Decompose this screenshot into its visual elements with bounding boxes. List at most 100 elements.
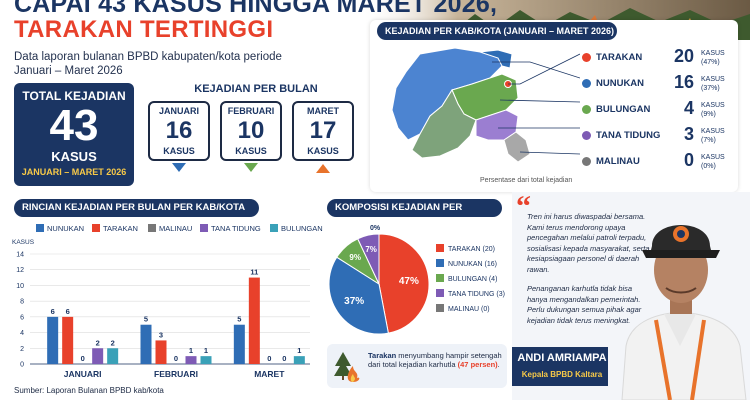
pie-note-percent: (47 persen)	[457, 360, 498, 369]
region-row-tarakan: TARAKAN 20 KASUS (47%)	[582, 46, 732, 68]
pie-chart-title: KOMPOSISI KEJADIAN PER KAB/KOTA	[327, 199, 502, 231]
y-tick-label: 12	[16, 267, 24, 274]
region-name: TANA TIDUNG	[596, 130, 661, 141]
pie-legend-label: NUNUKAN (16)	[448, 261, 498, 268]
pie-legend-swatch	[436, 259, 444, 267]
y-tick-label: 6	[20, 314, 24, 321]
map-note: Persentase dari total kejadian	[480, 177, 573, 184]
month-unit: KASUS	[235, 146, 267, 156]
legend-swatch	[92, 224, 100, 232]
person-position: Kepala BPBD Kaltara	[521, 370, 603, 379]
pie-slice-label: 0%	[370, 225, 381, 232]
region-kasus-label: KASUS	[701, 50, 725, 57]
pie-slice-label: 7%	[365, 245, 377, 254]
pie-legend-label: TANA TIDUNG (3)	[448, 291, 505, 298]
pie-slice	[357, 233, 380, 285]
bar-value-label: 0	[267, 354, 271, 363]
pie-note-highlight: Tarakan	[368, 351, 397, 360]
month-name: MARET	[307, 106, 339, 116]
legend-label: TANA TIDUNG	[211, 224, 261, 233]
legend-label: TARAKAN	[103, 224, 138, 233]
y-tick-label: 2	[20, 346, 24, 353]
region-map-title: KEJADIAN PER KAB/KOTA (JANUARI – MARET 2…	[377, 22, 617, 40]
total-cases-card: TOTAL KEJADIAN 43 KASUS JANUARI – MARET …	[14, 83, 134, 186]
pie-legend-swatch	[436, 304, 444, 312]
total-period: JANUARI – MARET 2026	[21, 167, 127, 177]
legend-swatch	[148, 224, 156, 232]
page-subtitle: Data laporan bulanan BPBD kabupaten/kota…	[14, 51, 282, 77]
region-name: TARAKAN	[596, 52, 643, 63]
bar-value-label: 6	[51, 307, 55, 316]
pie-slice-label: 9%	[349, 253, 361, 262]
pie-legend-label: TARAKAN (20)	[448, 246, 495, 253]
monthly-title: KEJADIAN PER BULAN	[194, 83, 318, 95]
pie-note-body: menyumbang hampir setengah dari total ke…	[368, 351, 502, 369]
y-tick-label: 8	[20, 299, 24, 306]
region-value: 3	[683, 124, 694, 144]
region-kasus-label: KASUS	[701, 154, 725, 161]
kaltara-map	[391, 47, 580, 163]
legend-item: MALINAU	[148, 224, 192, 233]
legend-swatch	[36, 224, 44, 232]
bar	[155, 340, 167, 364]
month-unit: KASUS	[163, 146, 195, 156]
month-value: 10	[237, 117, 265, 144]
region-color-dot	[582, 157, 591, 166]
bar-value-label: 3	[159, 330, 163, 339]
region-row-bulungan: BULUNGAN 4 KASUS (9%)	[582, 98, 732, 120]
pie-legend-item: TARAKAN (20)	[436, 244, 495, 256]
region-percent: (0%)	[701, 163, 716, 170]
bar	[107, 348, 119, 364]
total-label: TOTAL KEJADIAN	[22, 89, 126, 103]
region-name: MALINAU	[596, 156, 640, 167]
x-category-label: FEBRUARI	[154, 369, 198, 379]
legend-item: NUNUKAN	[36, 224, 84, 233]
region-percent: (37%)	[701, 85, 720, 92]
quote-text: Tren ini harus diwaspadai bersama. Kami …	[527, 212, 652, 326]
trend-down-icon	[244, 163, 258, 172]
person-name: ANDI AMRIAMPA	[517, 352, 607, 364]
y-axis-label: KASUS	[12, 239, 35, 246]
bar	[293, 356, 305, 364]
region-value: 20	[674, 46, 695, 66]
pie-slice	[378, 233, 430, 334]
bar	[47, 316, 59, 364]
total-value: 43	[49, 101, 99, 150]
official-portrait	[621, 225, 747, 400]
map-region-nunukan-east	[479, 49, 513, 69]
region-value: 4	[683, 98, 694, 118]
region-kasus-label: KASUS	[701, 76, 725, 83]
bar	[200, 356, 212, 364]
map-region-malinau-grey	[503, 131, 531, 163]
region-color-dot	[582, 131, 591, 140]
source-note: Sumber: Laporan Bulanan BPBD kab/kota	[14, 386, 164, 395]
y-tick-label: 10	[16, 283, 24, 290]
bar	[233, 324, 245, 364]
y-tick-label: 14	[16, 252, 24, 259]
pie-slice-label: 37%	[344, 296, 364, 307]
pie-note-end: .	[497, 360, 500, 369]
quote-paragraph: Tren ini harus diwaspadai bersama. Kami …	[527, 212, 650, 274]
region-row-nunukan: NUNUKAN 16 KASUS (37%)	[582, 72, 732, 94]
x-category-label: MARET	[254, 369, 285, 379]
legend-item: BULUNGAN	[270, 224, 323, 233]
x-category-label: JANUARI	[64, 369, 102, 379]
legend-swatch	[200, 224, 208, 232]
y-tick-label: 0	[20, 362, 24, 369]
bar-value-label: 1	[297, 346, 301, 355]
bar-value-label: 1	[204, 346, 208, 355]
pie-slice-label: 47%	[399, 276, 419, 287]
month-card-maret: MARET 17 KASUS	[292, 101, 354, 161]
legend-label: MALINAU	[159, 224, 193, 233]
legend-item: TARAKAN	[92, 224, 138, 233]
region-value: 0	[683, 150, 694, 170]
trend-up-icon	[316, 164, 330, 173]
month-unit: KASUS	[307, 146, 339, 156]
bar	[185, 356, 197, 364]
region-name: BULUNGAN	[596, 104, 651, 115]
bar-chart-legend: NUNUKAN TARAKAN MALINAU TANA TIDUNG BULUNGAN	[36, 224, 336, 236]
pie-legend-label: MALINAU (0)	[448, 306, 490, 313]
legend-swatch	[270, 224, 278, 232]
month-card-januari: JANUARI 16 KASUS	[148, 101, 210, 161]
